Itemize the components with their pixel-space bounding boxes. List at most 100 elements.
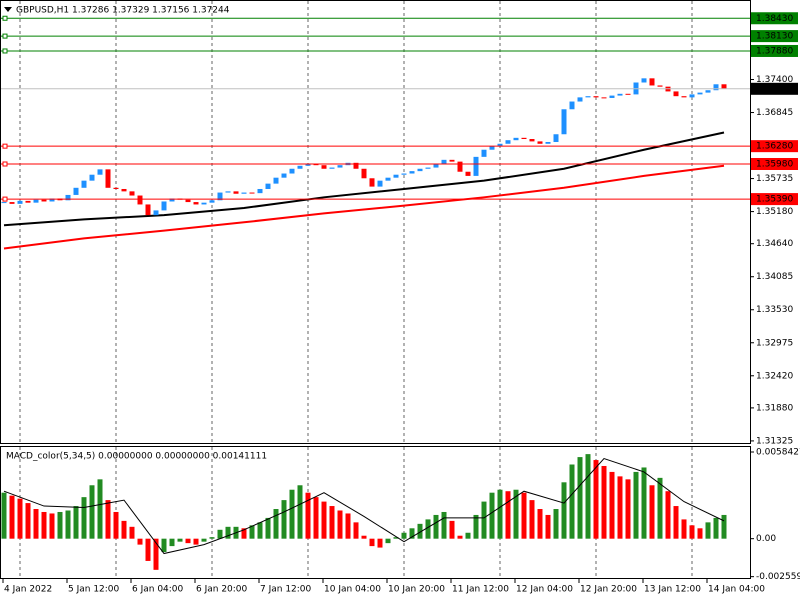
macd-bar [497, 489, 503, 539]
price-level-tag [751, 30, 798, 43]
level-handle [2, 196, 8, 202]
candle [569, 101, 575, 110]
symbol-menu-icon[interactable] [4, 7, 12, 12]
macd-bar [105, 500, 111, 539]
macd-bar [249, 525, 255, 539]
macd-bar [73, 506, 79, 539]
macd-bar [593, 460, 599, 539]
current-price-tag [751, 82, 798, 95]
macd-bar [385, 538, 391, 544]
chart-header: GBPUSD,H1 1.37286 1.37329 1.37156 1.3724… [16, 6, 230, 16]
macd-bar [113, 511, 119, 539]
price-level-tag [751, 140, 798, 153]
price-level-label: 1.36280 [756, 142, 793, 152]
price-level-label: 1.35390 [756, 195, 793, 205]
moving-average [3, 164, 725, 250]
candle [425, 167, 431, 169]
y-tick-label: 0.0058427 [756, 448, 800, 458]
macd-bar [713, 517, 719, 539]
candle [393, 174, 399, 178]
macd-bar [617, 476, 623, 539]
macd-bar [57, 511, 63, 539]
macd-bar [665, 491, 671, 539]
candle [161, 201, 167, 211]
macd-bar [449, 520, 455, 539]
candle [137, 195, 143, 205]
macd-bar [425, 519, 431, 539]
x-tick-label: 12 Jan 20:00 [580, 585, 637, 595]
candle [673, 91, 679, 97]
moving-average [3, 131, 725, 227]
macd-bar [201, 538, 207, 542]
candle [273, 177, 279, 184]
macd-bar [529, 500, 535, 539]
x-tick-label: 6 Jan 20:00 [196, 585, 248, 595]
macd-bar [81, 497, 87, 539]
macd-bar [457, 535, 463, 539]
macd-bar [337, 510, 343, 539]
main-panel-frame [0, 0, 751, 444]
candle [505, 140, 511, 144]
macd-bar [505, 491, 511, 539]
macd-bar [321, 501, 327, 539]
macd-bar [361, 535, 367, 539]
macd-bar [433, 514, 439, 539]
candle [97, 169, 103, 175]
macd-bar [481, 501, 487, 539]
y-tick-label: 1.34085 [756, 272, 793, 282]
y-tick-label: 1.32420 [756, 371, 793, 381]
x-tick-label: 14 Jan 04:00 [708, 585, 765, 595]
y-tick-label: 1.31325 [756, 436, 793, 446]
macd-bar [193, 538, 199, 545]
candle [305, 163, 311, 166]
candle [321, 165, 327, 169]
y-tick-label: 0.00 [756, 534, 776, 544]
candle [217, 192, 223, 201]
macd-bar [641, 467, 647, 539]
candle [713, 84, 719, 91]
macd-bar [33, 509, 39, 539]
candle [185, 199, 191, 203]
macd-bar [137, 538, 143, 545]
level-handle [2, 15, 8, 21]
candle [593, 96, 599, 98]
candle [241, 192, 247, 194]
candle [473, 156, 479, 176]
candle [337, 165, 343, 168]
macd-bar [609, 471, 615, 539]
candle [465, 171, 471, 176]
macd-bar [417, 523, 423, 539]
candle [225, 191, 231, 193]
signal-line [3, 457, 725, 555]
y-tick-label: 1.36845 [756, 108, 793, 118]
macd-bar [161, 538, 167, 553]
candle [417, 168, 423, 172]
candle [33, 199, 39, 203]
macd-bar [89, 485, 95, 539]
level-handle [2, 33, 8, 39]
y-tick-label: 1.31880 [756, 403, 793, 413]
price-level-tag [751, 44, 798, 57]
macd-bar [65, 510, 71, 539]
candle [617, 93, 623, 96]
macd-bar [401, 532, 407, 539]
candle [457, 161, 463, 172]
macd-bar [409, 528, 415, 539]
y-tick-label: 1.33530 [756, 305, 793, 315]
candle [537, 141, 543, 144]
macd-bar [697, 528, 703, 539]
x-tick-label: 10 Jan 20:00 [388, 585, 445, 595]
candle [577, 97, 583, 102]
y-tick-label: -0.002559 [756, 572, 800, 582]
macd-bar [177, 538, 183, 542]
macd-bar [9, 495, 15, 539]
candle [721, 84, 727, 89]
macd-bar [721, 514, 727, 539]
candle [121, 188, 127, 192]
macd-bar [553, 509, 559, 539]
candle [313, 163, 319, 166]
x-tick-label: 11 Jan 12:00 [452, 585, 509, 595]
macd-bar [257, 522, 263, 539]
candle [249, 192, 255, 194]
